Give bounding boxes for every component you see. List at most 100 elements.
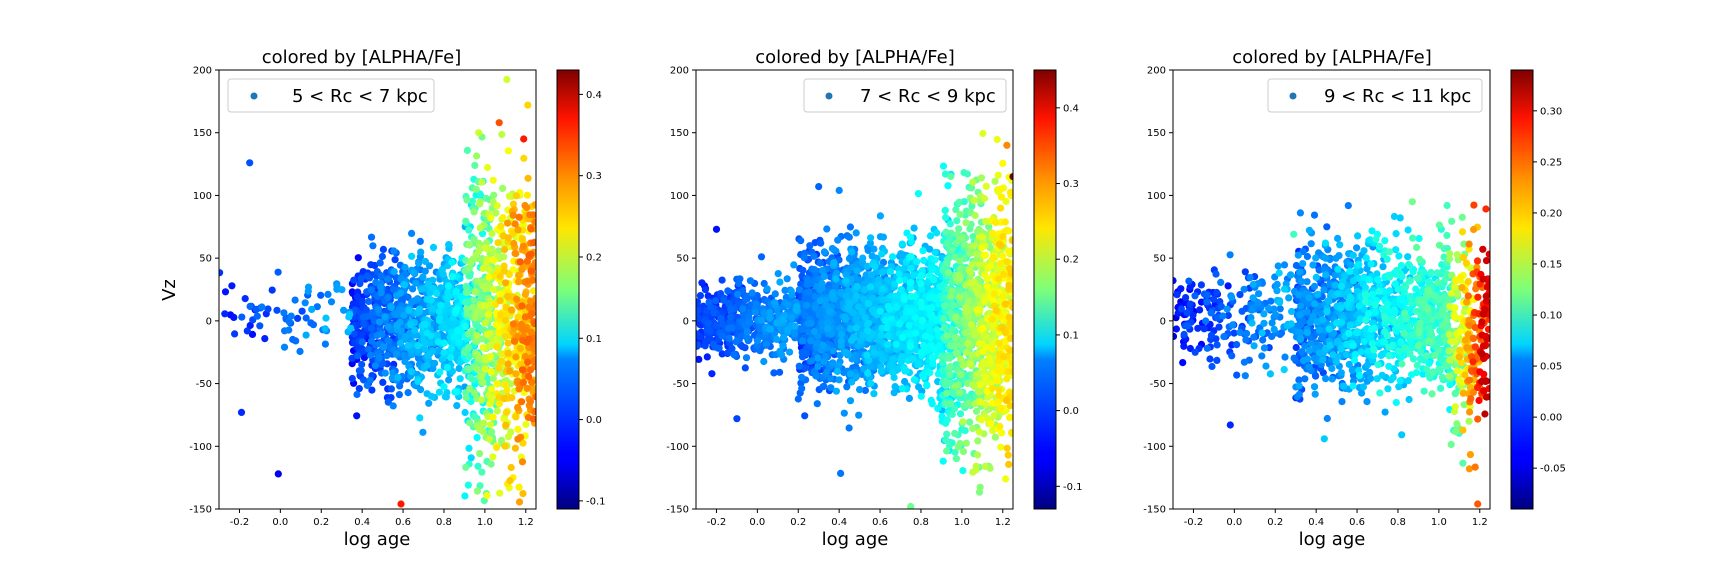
scatter-point (407, 321, 415, 329)
scatter-point (313, 303, 321, 311)
scatter-point (348, 374, 356, 383)
x-tick-label: 0.6 (395, 517, 411, 528)
scatter-point (354, 352, 362, 360)
scatter-point (504, 349, 512, 357)
scatter-point (859, 254, 867, 262)
scatter-point (739, 286, 747, 295)
scatter-point (404, 389, 412, 397)
scatter-point (463, 196, 471, 204)
scatter-point (904, 356, 912, 364)
scatter-point (848, 248, 856, 256)
scatter-point (431, 359, 439, 367)
scatter-point (506, 477, 514, 485)
scatter-point (724, 287, 732, 295)
scatter-point (478, 372, 486, 380)
scatter-point (360, 376, 368, 384)
x-axis-label: log age (344, 529, 411, 550)
scatter-point (501, 316, 509, 324)
scatter-point (375, 353, 383, 362)
scatter-point (497, 357, 505, 365)
scatter-point (818, 319, 826, 327)
scatter-point (504, 147, 512, 155)
scatter-point (776, 278, 784, 286)
scatter-point (485, 266, 493, 274)
scatter-point (421, 257, 429, 266)
scatter-point (483, 492, 491, 500)
scatter-point (928, 313, 936, 321)
scatter-point (889, 355, 897, 363)
scatter-point (852, 373, 860, 381)
scatter-point (500, 262, 508, 270)
scatter-point (500, 395, 508, 403)
scatter-point (734, 290, 742, 298)
scatter-point (943, 332, 951, 340)
scatter-point (948, 287, 956, 296)
scatter-point (898, 353, 906, 361)
scatter-point (696, 309, 700, 317)
scatter-point (425, 295, 433, 303)
scatter-point (837, 289, 845, 297)
scatter-point (823, 368, 831, 376)
scatter-point (918, 285, 926, 293)
scatter-point (322, 314, 330, 322)
scatter-point (502, 421, 510, 429)
scatter-point (947, 172, 955, 181)
scatter-point (498, 130, 506, 139)
scatter-point (419, 428, 427, 436)
scatter-point (400, 281, 409, 289)
scatter-point (391, 256, 399, 264)
scatter-point (947, 229, 955, 237)
scatter-point (471, 389, 479, 397)
scatter-point (757, 253, 766, 261)
scatter-point (943, 430, 951, 438)
scatter-point (955, 293, 963, 301)
scatter-point (519, 378, 528, 387)
scatter-point (353, 412, 361, 420)
scatter-point (832, 387, 841, 395)
scatter-point (741, 364, 749, 372)
scatter-point (941, 302, 949, 310)
scatter-point (367, 337, 376, 345)
scatter-point (963, 379, 972, 388)
scatter-point (241, 295, 249, 303)
scatter-point (425, 399, 433, 407)
scatter-point (889, 368, 897, 376)
scatter-point (864, 327, 872, 335)
scatter-point (811, 239, 819, 247)
scatter-point (532, 407, 536, 415)
scatter-point (486, 435, 494, 443)
scatter-point (478, 546, 485, 553)
scatter-point (835, 376, 843, 384)
scatter-point (363, 272, 371, 280)
scatter-point (489, 453, 497, 461)
scatter-point (833, 367, 842, 376)
scatter-point (845, 300, 854, 308)
scatter-point (377, 272, 385, 280)
scatter-point (510, 337, 519, 345)
scatter-point (463, 288, 471, 296)
scatter-point (367, 286, 375, 294)
scatter-point (727, 305, 735, 313)
scatter-point (864, 319, 873, 327)
scatter-point (834, 362, 843, 370)
scatter-point (489, 248, 497, 256)
scatter-point (365, 297, 373, 306)
scatter-point (706, 326, 714, 335)
scatter-point (487, 368, 495, 376)
scatter-point (285, 318, 293, 326)
scatter-point (814, 354, 822, 362)
scatter-point (452, 388, 460, 396)
scatter-point (252, 305, 260, 313)
scatter-point (875, 343, 883, 351)
scatter-point (803, 280, 811, 289)
scatter-point (367, 324, 375, 332)
scatter-point (487, 341, 496, 349)
scatter-point (221, 288, 230, 296)
scatter-point (383, 275, 392, 283)
scatter-point (456, 375, 464, 383)
scatter-point (443, 363, 451, 372)
scatter-point (840, 368, 848, 377)
scatter-point (879, 285, 887, 293)
scatter-point (962, 348, 970, 356)
scatter-point (926, 369, 934, 377)
